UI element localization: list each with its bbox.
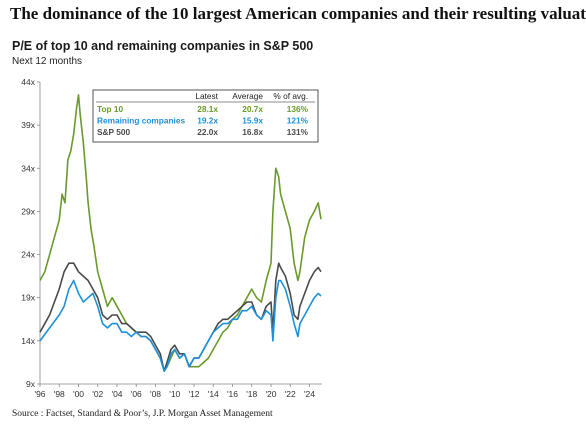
x-tick-label: '04 [111, 389, 122, 399]
legend-box [92, 89, 319, 143]
y-tick-label: 9x [26, 379, 36, 389]
legend-row-value: 19.2x [197, 116, 218, 126]
x-tick-label: '08 [150, 389, 161, 399]
y-tick-label: 19x [21, 293, 35, 303]
headline: The dominance of the 10 largest American… [10, 4, 586, 23]
x-tick-label: '14 [208, 389, 219, 399]
legend-row-value: 121% [287, 116, 309, 126]
series-line-s-p-500 [39, 262, 322, 372]
legend-row-value: 136% [287, 104, 309, 114]
legend-row-label: Remaining companies [97, 116, 185, 126]
x-tick-label: '96 [34, 389, 45, 399]
x-tick-label: '16 [227, 389, 238, 399]
x-tick-label: '20 [265, 389, 276, 399]
chart-series [39, 94, 322, 372]
legend-row-value: 28.1x [197, 104, 218, 114]
legend-row-value: 16.8x [242, 127, 263, 137]
series-line-top-10 [39, 94, 322, 372]
series-line-remaining-companies [39, 279, 322, 372]
x-tick-label: '24 [304, 389, 315, 399]
legend-row-value: 15.9x [242, 116, 263, 126]
legend-header: Latest [195, 91, 218, 101]
legend-row-label: Top 10 [97, 104, 124, 114]
chart-title: P/E of top 10 and remaining companies in… [12, 39, 314, 53]
source-note: Source : Factset, Standard & Poor’s, J.P… [12, 409, 273, 419]
y-tick-label: 29x [21, 206, 35, 216]
legend-header: % of avg. [273, 91, 308, 101]
legend-row-label: S&P 500 [97, 127, 130, 137]
x-tick-label: '98 [54, 389, 65, 399]
x-tick-label: '12 [188, 389, 199, 399]
legend-row-value: 20.7x [242, 104, 263, 114]
y-tick-label: 44x [21, 77, 35, 87]
chart-subtitle: Next 12 months [12, 56, 83, 67]
legend-row-value: 131% [287, 127, 309, 137]
y-tick-label: 34x [21, 163, 35, 173]
legend-table: Latest Average % of avg. Top 10 28.1x 20.7x 13… [92, 89, 319, 143]
chart-axes: 44x 39x 34x 29x 24x 19x 14x 9x'96 '98 '00 '02 '04 '0… [21, 77, 322, 399]
y-tick-label: 24x [21, 250, 35, 260]
y-tick-label: 14x [21, 336, 35, 346]
x-tick-label: '00 [73, 389, 84, 399]
x-tick-label: '18 [246, 389, 257, 399]
y-tick-label: 39x [21, 120, 35, 130]
x-tick-label: '02 [92, 389, 103, 399]
x-tick-label: '22 [285, 389, 296, 399]
legend-header: Average [232, 91, 263, 101]
x-tick-label: '06 [131, 389, 142, 399]
x-tick-label: '10 [169, 389, 180, 399]
legend-row-value: 22.0x [197, 127, 218, 137]
